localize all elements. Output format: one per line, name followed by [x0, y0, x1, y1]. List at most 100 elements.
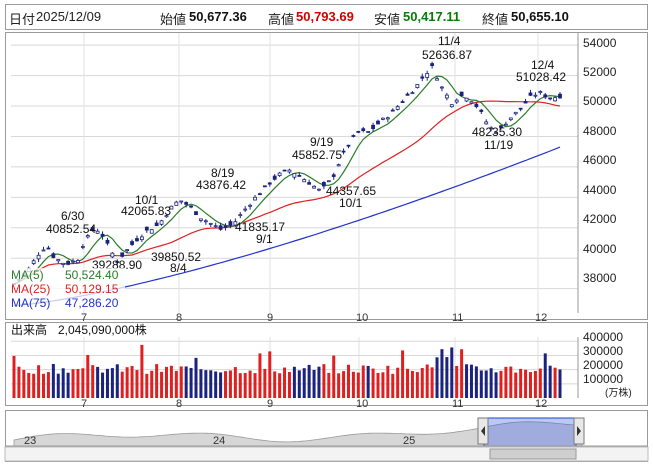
- volume-bar: [219, 372, 223, 398]
- price-tick-label: 38000: [583, 271, 617, 285]
- volume-bar: [268, 351, 272, 398]
- candle-down: [548, 97, 553, 100]
- candle-down: [105, 239, 110, 244]
- x-tick-label: 8: [176, 398, 182, 410]
- candle-up: [385, 117, 390, 120]
- volume-bar: [174, 370, 178, 398]
- volume-bar: [312, 369, 316, 398]
- candle-up: [469, 101, 474, 104]
- volume-bar: [346, 364, 350, 398]
- candle-up: [149, 229, 154, 234]
- volume-bar: [214, 371, 218, 398]
- volume-bar: [322, 364, 326, 398]
- price-tick-label: 52000: [583, 65, 617, 79]
- volume-bar: [145, 373, 149, 398]
- volume-bar: [125, 367, 129, 398]
- volume-bar: [12, 355, 16, 398]
- volume-bar: [351, 371, 355, 398]
- candle-up: [312, 185, 316, 189]
- candle-up: [513, 111, 518, 115]
- candle-down: [351, 135, 356, 137]
- volume-bar: [184, 366, 188, 398]
- annotation-date: 9/19: [310, 135, 334, 149]
- candle-up: [366, 131, 371, 133]
- volume-bar: [548, 365, 552, 398]
- candle-down: [135, 238, 139, 242]
- volume-value: 2,045,090,000株: [58, 322, 147, 337]
- candle-up: [139, 236, 144, 241]
- candle-up: [336, 164, 341, 167]
- volume-bar: [27, 372, 31, 398]
- volume-bar: [342, 371, 346, 398]
- candle-down: [341, 150, 346, 153]
- volume-bar: [469, 364, 473, 398]
- candle-up: [203, 220, 208, 223]
- volume-bar: [553, 367, 557, 398]
- volume-bar: [228, 370, 232, 398]
- ma5-line-group: [13, 75, 561, 285]
- volume-bar: [307, 364, 311, 398]
- x-tick-label: 7: [81, 398, 87, 410]
- volume-bar: [479, 370, 483, 398]
- volume-bar: [450, 347, 454, 398]
- candle-down: [46, 247, 51, 250]
- ma25-line: [13, 100, 561, 285]
- volume-bar: [366, 365, 370, 398]
- annotation-value: 43876.42: [196, 178, 246, 192]
- legend-background: [9, 268, 125, 309]
- x-tick-label: 11: [452, 398, 463, 410]
- annotation-date: 9/1: [256, 232, 273, 246]
- volume-bar: [194, 357, 198, 398]
- volume-bar: [42, 373, 46, 398]
- price-tick-label: 46000: [583, 153, 617, 167]
- candle-up: [489, 127, 494, 130]
- high-value: 50,793.69: [296, 9, 354, 24]
- candle-down: [430, 63, 435, 66]
- volume-bar: [273, 371, 277, 398]
- volume-bar: [37, 365, 41, 398]
- candle-up: [243, 208, 248, 211]
- volume-bar: [130, 365, 134, 398]
- volume-bar: [71, 369, 75, 398]
- volume-bar: [386, 365, 390, 398]
- volume-bar: [17, 366, 21, 398]
- navigator-selection[interactable]: [483, 417, 577, 447]
- candle-up: [213, 225, 218, 228]
- annotation-date: 10/1: [135, 193, 159, 207]
- price-tick-label: 54000: [583, 36, 617, 50]
- volume-bar: [209, 370, 213, 398]
- high-label: 高値: [268, 12, 295, 27]
- volume-bar: [238, 373, 242, 398]
- annotation-value: 40852.54: [46, 222, 96, 236]
- volume-bar: [66, 372, 70, 398]
- annotation-value: 51028.42: [516, 70, 566, 84]
- navigator-scrollbar[interactable]: [4, 446, 649, 462]
- candle-down: [267, 182, 272, 185]
- volume-bars: [12, 344, 562, 398]
- volume-bar: [160, 371, 164, 398]
- candle-up: [208, 222, 213, 225]
- volume-bar: [179, 366, 183, 398]
- volume-bar: [499, 370, 503, 398]
- x-tick-label: 12: [535, 398, 547, 410]
- navigator-year-label: 25: [403, 435, 415, 447]
- candle-up: [553, 97, 557, 102]
- candle-up: [95, 230, 100, 234]
- volume-bar: [391, 373, 395, 398]
- volume-bar: [199, 369, 203, 398]
- annotation-date: 12/4: [531, 58, 555, 72]
- volume-bar: [371, 368, 375, 398]
- ohlc-header: 日付 2025/12/09 始値 50,677.36 高値 50,793.69 …: [5, 4, 648, 30]
- candle-down: [400, 101, 405, 103]
- candle-up: [302, 179, 307, 183]
- volume-bar: [415, 372, 419, 398]
- volume-bar: [528, 372, 532, 398]
- volume-bar: [81, 368, 85, 398]
- navigator-scrollbar-thumb[interactable]: [489, 448, 577, 460]
- price-tick-label: 40000: [583, 242, 617, 256]
- candle-down: [331, 174, 336, 177]
- candle-up: [503, 123, 508, 126]
- candle-down: [297, 175, 302, 177]
- candle-down: [420, 76, 425, 79]
